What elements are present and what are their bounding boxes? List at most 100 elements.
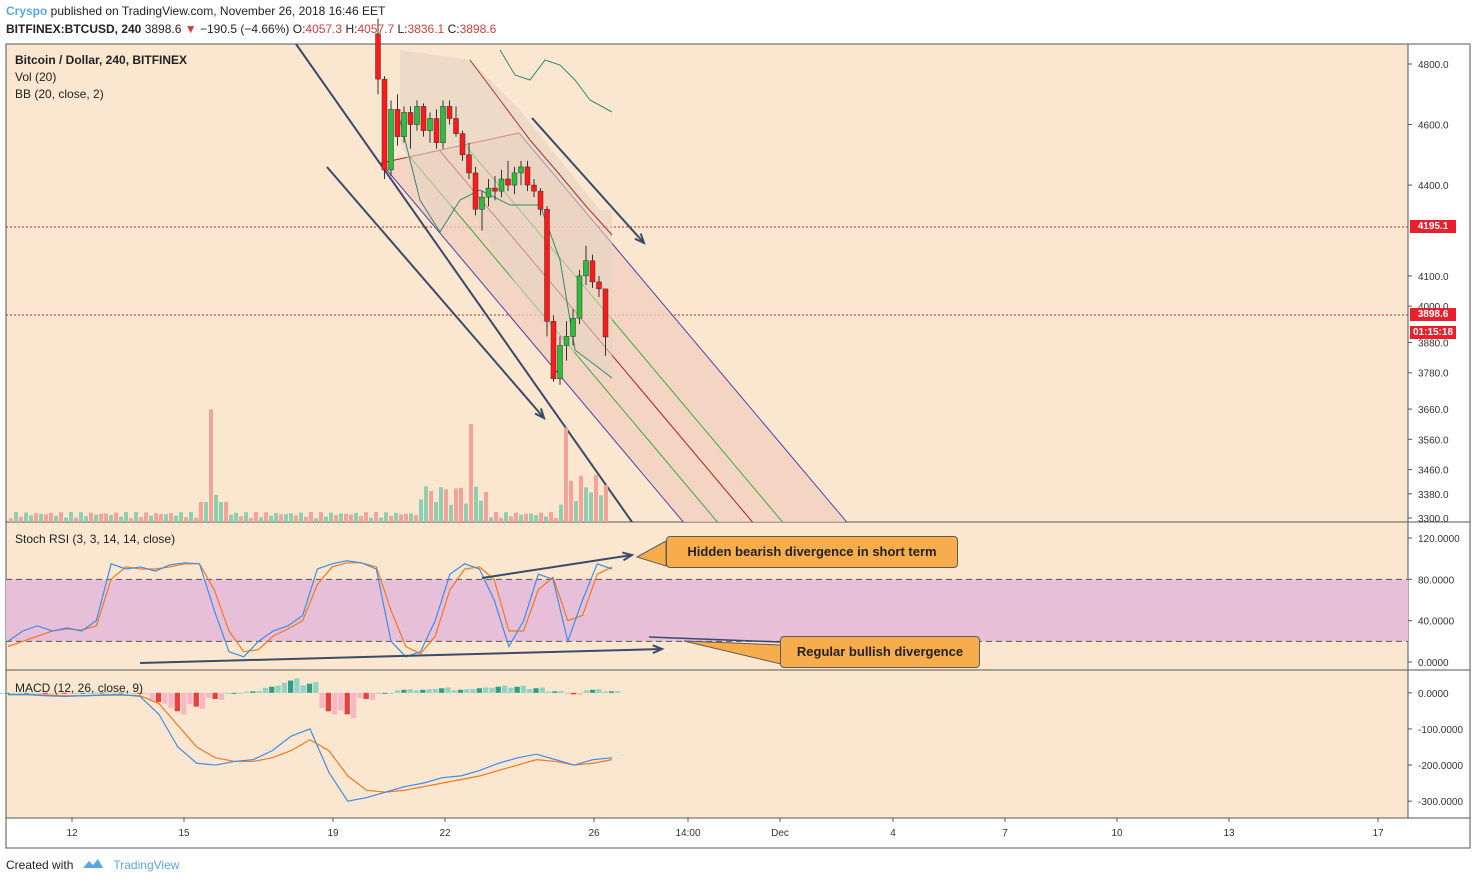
macd-tick-label: -300.0000 xyxy=(1418,797,1463,808)
volume-bar xyxy=(284,514,288,522)
volume-bar xyxy=(264,512,268,522)
low-value: 3836.1 xyxy=(407,22,445,36)
symbol-label: BITFINEX:BTCUSD, 240 xyxy=(6,22,142,36)
candle-body xyxy=(427,118,433,131)
macd-histogram-bar xyxy=(615,691,621,693)
candle-body xyxy=(472,172,479,210)
macd-histogram-bar xyxy=(363,692,369,699)
chart-title: Bitcoin / Dollar, 240, BITFINEX xyxy=(15,53,188,67)
macd-histogram-bar xyxy=(74,692,80,694)
candle-body xyxy=(479,196,485,210)
volume-bar xyxy=(484,492,488,522)
macd-histogram-bar xyxy=(193,692,199,707)
hidden-divergence-line xyxy=(481,554,633,579)
volume-bar xyxy=(419,499,423,522)
price-tick-label: 3880.0 xyxy=(1418,338,1449,349)
time-tick-label: 4 xyxy=(890,828,896,839)
volume-bar xyxy=(334,515,338,522)
volume-bar xyxy=(189,512,193,522)
macd-histogram-bar xyxy=(413,690,420,693)
volume-bar xyxy=(249,517,253,522)
volume-bar xyxy=(64,517,68,522)
candle-body xyxy=(492,187,498,192)
macd-histogram-bar xyxy=(294,678,300,693)
volume-bar xyxy=(434,502,438,522)
macd-histogram-bar xyxy=(350,692,357,719)
macd-histogram-bar xyxy=(401,689,407,693)
stoch-tick-label: 120.0000 xyxy=(1418,534,1460,545)
candle-body xyxy=(375,33,381,80)
created-with-text: Created with xyxy=(6,857,74,872)
countdown-badge: 01:15:18 xyxy=(1410,326,1456,339)
volume-bar xyxy=(394,512,398,522)
ohlc-line: BITFINEX:BTCUSD, 240 3898.6 ▼ −190.5 (−4… xyxy=(6,22,496,36)
level-badge: 4195.1 xyxy=(1410,220,1456,233)
macd-histogram-bar xyxy=(149,692,155,701)
candle-body xyxy=(563,336,570,346)
price-pane-drawings xyxy=(295,44,848,522)
volume-bar xyxy=(74,517,78,522)
volume-bar xyxy=(234,512,238,522)
tradingview-logo-icon xyxy=(81,856,105,873)
macd-histogram-bar xyxy=(80,692,86,694)
volume-bar xyxy=(384,512,388,522)
change-value: −190.5 (−4.66%) xyxy=(199,22,290,36)
price-tick-label: 3560.0 xyxy=(1418,435,1449,446)
resistance-arrow-head xyxy=(634,233,646,245)
volume-bar xyxy=(119,516,123,522)
candle-body xyxy=(511,172,518,186)
price-tick-label: 3380.0 xyxy=(1418,490,1449,501)
volume-bar xyxy=(299,512,303,522)
volume-bar xyxy=(69,512,73,522)
macd-histogram-bar xyxy=(332,692,338,715)
bollinger-band-fill xyxy=(400,50,612,380)
regular-bullish-callout: Regular bullish divergence xyxy=(780,636,980,668)
volume-bar xyxy=(89,512,93,522)
macd-histogram-bar xyxy=(313,682,319,693)
stoch-k-line xyxy=(7,560,613,658)
volume-bar xyxy=(159,514,163,522)
volume-bar xyxy=(214,494,218,522)
volume-bar xyxy=(164,514,168,522)
volume-bar xyxy=(79,512,83,522)
volume-bar xyxy=(154,513,158,522)
volume-bar xyxy=(269,515,273,522)
macd-histogram-bar xyxy=(344,692,350,715)
macd-histogram-bar xyxy=(483,687,489,693)
volume-bar xyxy=(479,500,483,522)
macd-histogram-bar xyxy=(11,692,17,694)
author-name[interactable]: Cryspo xyxy=(6,4,48,18)
macd-histogram-bar xyxy=(67,692,74,694)
time-tick-label: 12 xyxy=(66,828,78,839)
volume-bar xyxy=(314,518,318,522)
macd-histogram-bar xyxy=(476,688,483,693)
time-tick-label: 26 xyxy=(588,828,600,839)
candle-body xyxy=(394,109,401,137)
volume-bar xyxy=(359,516,363,522)
macd-histogram-bar xyxy=(558,691,564,693)
volume-bar xyxy=(109,515,113,522)
volume-bar xyxy=(464,503,468,522)
macd-histogram-bar xyxy=(552,691,558,693)
volume-bar xyxy=(584,487,588,522)
macd-histogram-bar xyxy=(199,692,206,710)
last-price: 3898.6 xyxy=(144,22,182,36)
macd-histogram-bar xyxy=(464,689,470,693)
candle-body xyxy=(420,106,427,131)
macd-histogram-bar xyxy=(338,692,344,711)
volume-bar xyxy=(559,504,563,522)
price-tick-label: 4600.0 xyxy=(1418,121,1449,132)
macd-tick-label: -100.0000 xyxy=(1418,725,1463,736)
tradingview-link[interactable]: TradingView xyxy=(113,857,180,872)
macd-histogram-bar xyxy=(218,692,225,701)
volume-bar xyxy=(354,512,358,522)
candle-body xyxy=(576,275,583,319)
volume-bar xyxy=(149,515,153,522)
volume-bar xyxy=(139,516,143,522)
time-tick-label: 13 xyxy=(1223,828,1235,839)
candle-body xyxy=(602,288,609,338)
macd-histogram-bar xyxy=(470,689,476,693)
macd-histogram-bar xyxy=(4,692,11,694)
candle-body xyxy=(440,106,446,143)
